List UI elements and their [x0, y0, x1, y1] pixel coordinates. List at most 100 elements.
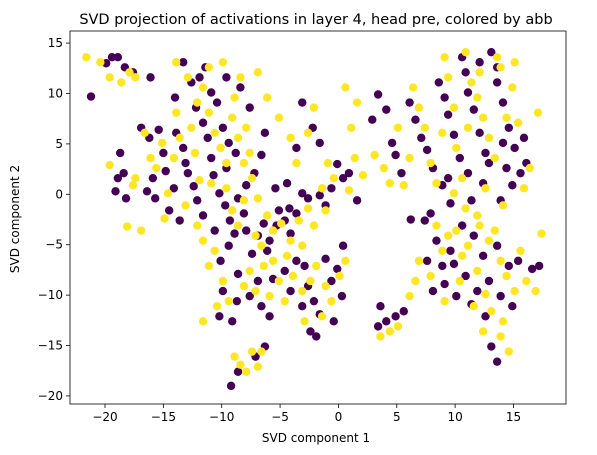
data-point [411, 115, 420, 124]
data-point [432, 236, 441, 245]
data-point [222, 184, 231, 193]
data-point [216, 143, 225, 153]
data-point [414, 256, 424, 266]
data-point [300, 317, 309, 326]
x-tick-label: −20 [92, 410, 117, 424]
data-point [282, 251, 292, 261]
data-point [443, 73, 453, 82]
data-point [193, 221, 202, 230]
data-point [242, 181, 251, 190]
x-tick-label: 0 [335, 410, 343, 424]
data-point [257, 241, 266, 250]
data-point [449, 103, 459, 112]
data-point [288, 271, 298, 281]
data-point [513, 118, 523, 127]
data-point [142, 187, 152, 196]
data-point [105, 160, 114, 170]
data-point [373, 90, 383, 99]
data-point [306, 327, 315, 336]
data-point [446, 246, 455, 255]
data-point [286, 286, 295, 296]
data-point [286, 236, 295, 245]
data-point [376, 302, 385, 311]
data-point [195, 73, 204, 82]
data-point [207, 153, 216, 163]
data-point [236, 73, 245, 82]
data-point [224, 138, 233, 148]
data-point [457, 173, 467, 183]
data-point [286, 133, 295, 143]
data-point [461, 47, 470, 57]
data-point [161, 166, 170, 176]
y-axis-label: SVD component 2 [8, 165, 22, 273]
data-point [516, 168, 525, 178]
data-point [236, 360, 245, 369]
data-point [159, 148, 168, 158]
data-point [179, 143, 188, 153]
data-point [218, 286, 228, 296]
data-point [323, 158, 333, 168]
data-point [434, 78, 443, 87]
data-point [263, 211, 272, 220]
data-point [303, 204, 313, 213]
data-point [257, 302, 266, 311]
data-point [187, 123, 196, 132]
data-point [268, 226, 278, 235]
data-point [399, 307, 408, 316]
data-point [209, 170, 218, 180]
data-point [239, 196, 249, 205]
data-point [233, 269, 243, 279]
data-point [487, 47, 496, 57]
data-point [463, 241, 473, 250]
data-point [481, 312, 490, 321]
data-point [341, 256, 350, 266]
data-point [236, 83, 245, 92]
data-point [463, 88, 473, 97]
data-point [282, 179, 292, 188]
data-point [461, 271, 470, 281]
data-point [344, 168, 354, 178]
data-point [298, 98, 307, 107]
data-point [204, 63, 214, 72]
points-layer [82, 47, 546, 391]
data-point [315, 138, 324, 148]
data-point [496, 332, 505, 341]
data-point [312, 332, 321, 341]
chart-title: SVD projection of activations in layer 4… [79, 12, 552, 28]
data-point [172, 108, 181, 117]
data-point [516, 246, 525, 255]
data-point [321, 206, 330, 215]
data-point [461, 68, 470, 77]
data-point [327, 184, 336, 193]
x-tick-label: 15 [506, 410, 521, 424]
data-point [440, 93, 449, 102]
data-point [443, 173, 453, 183]
data-point [492, 357, 502, 366]
data-point [230, 352, 239, 361]
data-point [422, 256, 432, 266]
data-point [280, 296, 289, 306]
x-tick-label: −15 [151, 410, 176, 424]
data-point [247, 347, 257, 356]
data-point [519, 133, 529, 143]
data-point [119, 168, 128, 178]
data-point [370, 150, 379, 160]
data-point [312, 261, 321, 271]
data-point [309, 296, 319, 306]
data-point [245, 148, 254, 158]
data-point [232, 296, 242, 306]
data-point [113, 173, 123, 183]
data-point [247, 249, 257, 258]
y-tick-label: 0 [55, 187, 63, 201]
data-point [204, 261, 214, 271]
data-point [210, 128, 219, 138]
data-point [222, 158, 231, 168]
data-point [193, 196, 202, 205]
data-point [265, 312, 274, 321]
data-point [393, 123, 403, 132]
data-point [154, 125, 163, 134]
data-point [440, 296, 449, 306]
data-point [478, 113, 488, 122]
data-point [222, 73, 231, 82]
data-point [111, 187, 120, 196]
